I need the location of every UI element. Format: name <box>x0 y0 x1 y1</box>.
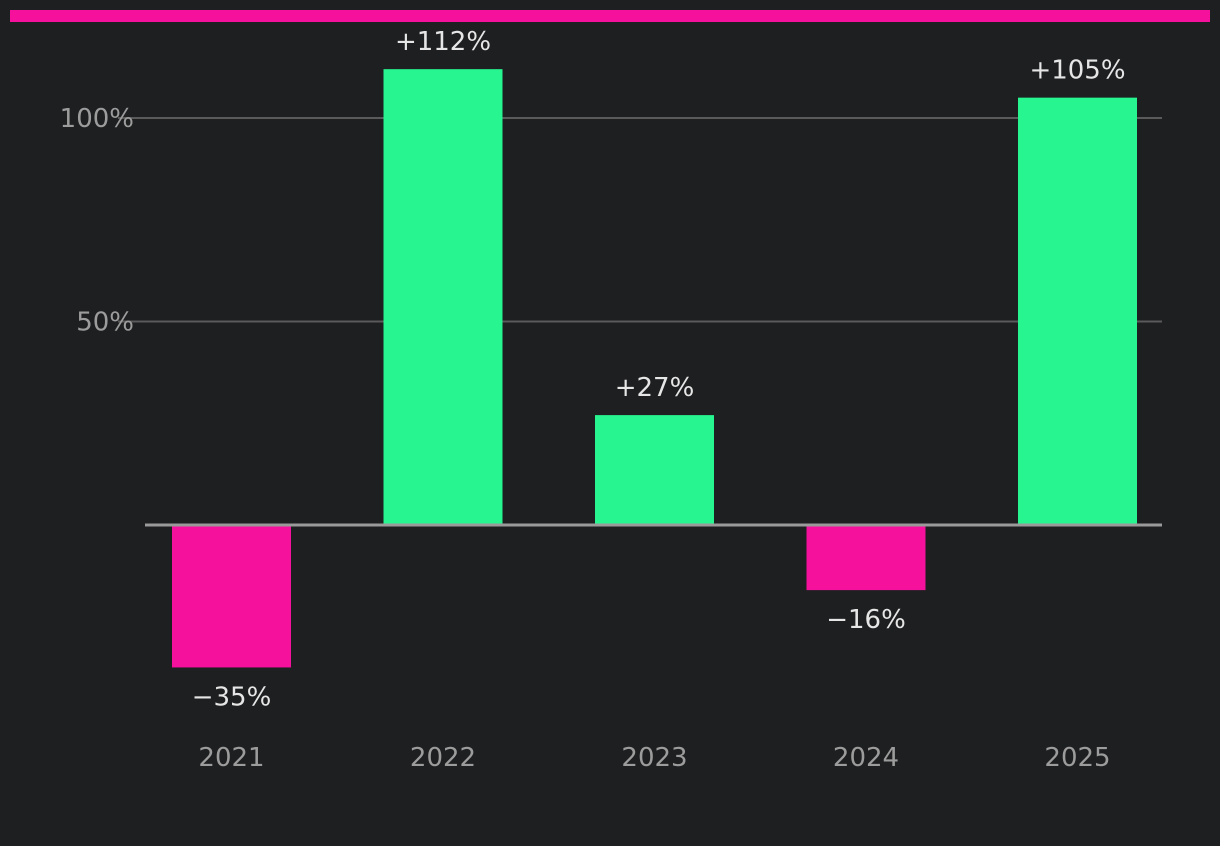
bar-2025 <box>1018 97 1137 526</box>
labels-layer: 50% 100% −35% 2021 +112% 2022 +27% 2023 −16% 2024… <box>60 27 1126 773</box>
data-label-2021: −35% <box>192 682 272 712</box>
y-tick-label: 50% <box>76 308 134 338</box>
x-tick-label-2022: 2022 <box>410 743 476 773</box>
data-label-2022: +112% <box>395 27 491 57</box>
bars-layer <box>172 69 1137 668</box>
top-accent-bar <box>10 10 1210 22</box>
data-label-2025: +105% <box>1029 56 1125 86</box>
grid-layer <box>118 117 1162 323</box>
x-tick-label-2024: 2024 <box>833 743 899 773</box>
y-tick-label: 100% <box>60 104 134 134</box>
bar-2022 <box>383 69 503 525</box>
x-tick-label-2021: 2021 <box>198 743 264 773</box>
x-tick-label-2025: 2025 <box>1044 743 1110 773</box>
bar-2023 <box>595 415 714 525</box>
x-tick-label-2023: 2023 <box>621 743 687 773</box>
data-label-2024: −16% <box>826 605 906 635</box>
bar-2024 <box>806 525 926 591</box>
bar-2021 <box>172 525 291 668</box>
data-label-2023: +27% <box>615 373 695 403</box>
